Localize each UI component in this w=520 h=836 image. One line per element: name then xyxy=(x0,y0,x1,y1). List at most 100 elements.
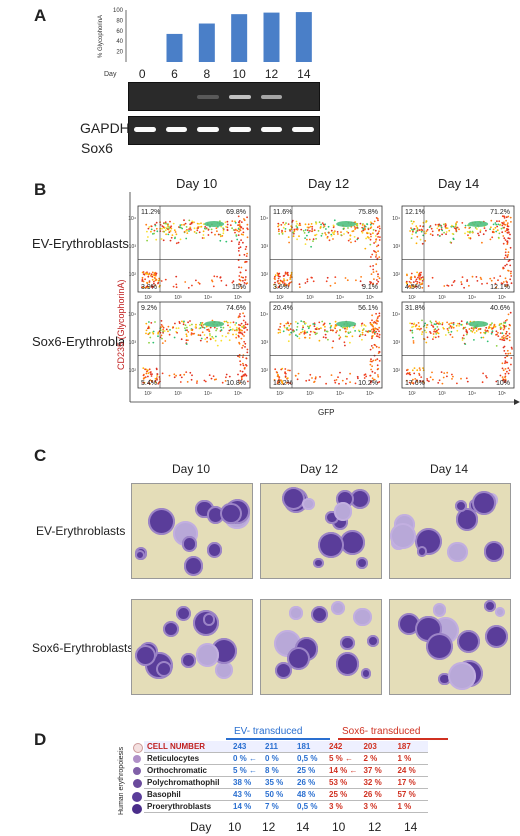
group-label-ev: EV- transduced xyxy=(234,726,303,737)
row-name: Orthochromatic xyxy=(147,766,208,775)
sox6-group-rule xyxy=(338,738,448,740)
flow-x-tick: 10⁵ xyxy=(234,391,242,397)
flow-x-tick: 10² xyxy=(144,295,152,301)
quadrant-percent: 15% xyxy=(232,284,246,291)
bar-category-label: 14 xyxy=(297,67,311,81)
ev-cell: 26 % xyxy=(297,778,316,787)
flow-x-tick: 10⁵ xyxy=(234,295,242,301)
quadrant-percent: 10.2% xyxy=(358,380,378,387)
quadrant-percent: 20.4% xyxy=(273,305,293,312)
quadrant-percent: 13.2% xyxy=(273,380,293,387)
bar-y-label: % GlycophorinA xyxy=(98,15,104,58)
quadrant-percent: 10% xyxy=(496,380,510,387)
ev-cell: 8 % xyxy=(265,766,279,775)
quadrant-percent: 9.1% xyxy=(362,284,378,291)
row-name: Reticulocytes xyxy=(147,754,200,763)
row-name: Basophil xyxy=(147,790,181,799)
flow-plot: 11.2% 69.8% 3.9% 15% 10⁴ 10³ 10² 10² 10³ 10⁴ 10⁵ xyxy=(128,205,251,301)
flow-day-10: Day 10 xyxy=(176,176,218,191)
ev-cell: 181 xyxy=(297,742,311,751)
day-value: 10 xyxy=(228,820,242,834)
ev-cell: 0,5 % xyxy=(297,802,318,811)
sox6-cell: 25 % xyxy=(329,790,348,799)
flow-x-tick: 10² xyxy=(408,391,416,397)
bar-y-tick: 20 xyxy=(116,50,123,56)
flow-x-tick: 10² xyxy=(144,391,152,397)
flow-x-tick: 10³ xyxy=(174,391,182,397)
table-row: CELL NUMBER 243 211 181 242 203 187 xyxy=(144,741,429,753)
bar xyxy=(295,12,312,62)
flow-x-tick: 10² xyxy=(276,295,284,301)
flow-x-tick: 10⁵ xyxy=(366,295,374,301)
sox6-cell: 203 xyxy=(363,742,377,751)
flow-x-tick: 10⁵ xyxy=(498,295,506,301)
day-value: 12 xyxy=(262,820,276,834)
row-name: Polychromathophil xyxy=(147,778,220,787)
flow-plot: 9.2% 74.6% 5.4% 10.8% 10⁴ 10³ 10² 10² 10³ 10⁴ 10⁵ xyxy=(128,301,251,397)
glycophorin-bar-chart: 20 40 60 80 100 % GlycophorinA Day 0 6 8 10 12 14 xyxy=(98,8,312,81)
micro-day-12: Day 12 xyxy=(300,462,339,476)
day-value: 12 xyxy=(368,820,382,834)
flow-y-tick: 10⁴ xyxy=(392,216,400,222)
gel-label-sox6: Sox6 xyxy=(81,140,113,156)
ev-group-rule xyxy=(226,738,330,740)
ev-cell: 25 % xyxy=(297,766,316,775)
sox6-cell: 187 xyxy=(397,742,411,751)
micro-day-10: Day 10 xyxy=(172,462,211,476)
gel-band xyxy=(260,127,283,132)
day-value: 14 xyxy=(296,820,310,834)
sox6-cell: 37 % xyxy=(363,766,382,775)
flow-x-tick: 10³ xyxy=(306,295,314,301)
panel-letter-c: C xyxy=(34,446,47,465)
sox6-cell: 24 % xyxy=(397,766,416,775)
erythropoiesis-side-label: Human erythropoiesis xyxy=(118,746,125,815)
sox6-cell: 53 % xyxy=(329,778,348,787)
flow-x-tick: 10⁴ xyxy=(204,295,212,301)
sox6-cell: 5 % ← xyxy=(329,754,354,763)
flow-x-tick: 10⁴ xyxy=(468,295,476,301)
bar-category-label: 10 xyxy=(232,67,246,81)
ev-cell: 211 xyxy=(265,742,278,751)
quadrant-percent: 71.2% xyxy=(490,209,510,216)
gel-band xyxy=(197,95,219,99)
row-name: Proerythroblasts xyxy=(147,802,212,811)
quadrant-percent: 3.9% xyxy=(141,284,157,291)
ev-cell: 5 % ← xyxy=(233,766,258,775)
sox6-cell: 57 % xyxy=(397,790,416,799)
gapdh-gel-strip xyxy=(128,116,320,145)
ev-cell: 0 % xyxy=(265,754,279,763)
flow-plot: 12.1% 71.2% 4.5% 12.1% 10⁴ 10³ 10² 10² 10³ 10⁴ 10⁵ xyxy=(392,205,515,301)
bar xyxy=(263,12,280,63)
bar-y-tick: 100 xyxy=(113,8,124,14)
sox6-cell: 32 % xyxy=(363,778,382,787)
bar-category-label: 12 xyxy=(265,67,279,81)
flow-x-tick: 10² xyxy=(408,295,416,301)
sox6-cell: 242 xyxy=(329,742,343,751)
bar-category-label: 0 xyxy=(139,67,146,81)
flow-y-tick: 10² xyxy=(393,272,401,278)
flow-day-14: Day 14 xyxy=(438,176,480,191)
gel-band xyxy=(292,127,314,132)
flow-x-tick: 10⁴ xyxy=(336,391,344,397)
panel-letter-b: B xyxy=(34,180,47,199)
flow-x-tick: 10³ xyxy=(174,295,182,301)
sox6-cell: 3 % xyxy=(329,802,343,811)
row-name: CELL NUMBER xyxy=(147,742,206,751)
group-label-sox6: Sox6- transduced xyxy=(342,726,421,737)
sox6-cell: 26 % xyxy=(363,790,382,799)
flow-x-tick: 10³ xyxy=(306,391,314,397)
flow-y-tick: 10² xyxy=(393,368,401,374)
gel-band xyxy=(260,95,283,99)
micrograph-image xyxy=(389,483,511,579)
sox6-cell: 14 % ← xyxy=(329,766,358,775)
flow-y-tick: 10² xyxy=(129,368,137,374)
bar-y-tick: 40 xyxy=(116,39,123,45)
flow-x-tick: 10³ xyxy=(438,295,446,301)
ev-cell: 48 % xyxy=(297,790,316,799)
ev-cell: 43 % xyxy=(233,790,252,799)
quadrant-percent: 11.2% xyxy=(141,209,160,216)
quadrant-percent: 11.6% xyxy=(273,209,292,216)
flow-y-tick: 10³ xyxy=(129,340,137,346)
flow-x-axis-label: GFP xyxy=(318,408,335,417)
